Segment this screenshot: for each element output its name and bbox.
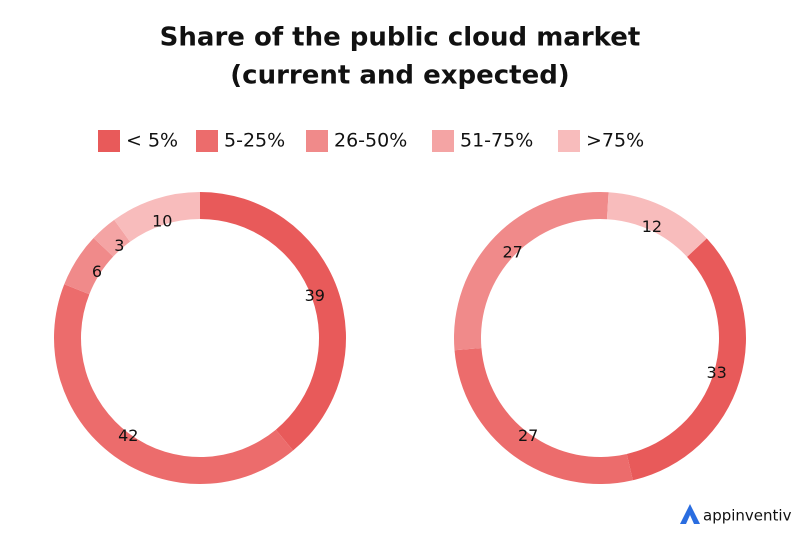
slice-label: 10	[152, 211, 172, 230]
slice-label: 3	[114, 236, 124, 255]
donut-slice	[626, 238, 746, 481]
legend-label: < 5%	[126, 130, 178, 152]
legend-label: >75%	[586, 130, 644, 152]
donut-slice	[454, 347, 633, 484]
title-line: Share of the public cloud market	[160, 23, 641, 53]
donut-slice	[64, 238, 114, 295]
slice-label: 27	[518, 426, 538, 445]
slice-label: 39	[305, 286, 325, 305]
donut-slice	[114, 192, 200, 242]
legend-swatch	[306, 130, 328, 152]
legend-swatch	[196, 130, 218, 152]
brand-name: appinventiv	[703, 507, 792, 525]
legend-label: 26-50%	[334, 130, 407, 152]
title-line: (current and expected)	[230, 61, 569, 91]
slice-label: 33	[706, 363, 726, 382]
donut-slice	[606, 192, 707, 257]
legend-swatch	[98, 130, 120, 152]
donut-slice	[53, 284, 294, 485]
slice-label: 6	[92, 262, 102, 281]
legend-swatch	[432, 130, 454, 152]
donut-slice	[93, 219, 131, 257]
donut-slice	[200, 192, 347, 451]
legend-swatch	[558, 130, 580, 152]
brand-logo: appinventiv	[680, 504, 792, 525]
legend-label: 51-75%	[460, 130, 533, 152]
slice-label: 42	[118, 426, 138, 445]
slice-label: 12	[642, 217, 662, 236]
legend-label: 5-25%	[224, 130, 285, 152]
donut-slice	[454, 192, 609, 351]
slice-label: 27	[502, 242, 522, 261]
